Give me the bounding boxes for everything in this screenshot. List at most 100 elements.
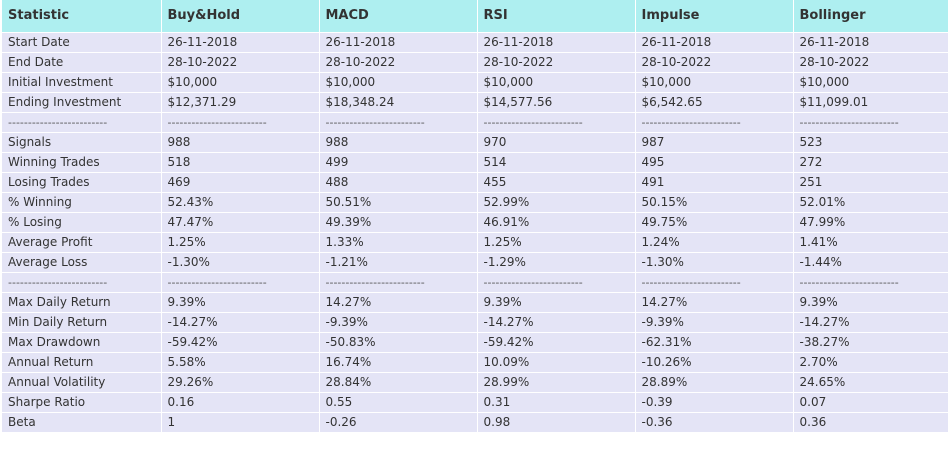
- separator-row: ------------------------- ---------------…: [2, 111, 949, 132]
- table-cell: 52.99%: [477, 191, 636, 212]
- table-cell: -9.39%: [319, 311, 478, 332]
- table-cell: 28-10-2022: [793, 51, 949, 72]
- table-cell: -59.42%: [161, 331, 320, 352]
- table-cell: 514: [477, 151, 636, 172]
- table-cell: -------------------------: [161, 271, 320, 292]
- table-cell: -1.44%: [793, 251, 949, 272]
- table-cell: 9.39%: [477, 291, 636, 312]
- table-cell: 987: [635, 131, 794, 152]
- row-label: Signals: [2, 131, 162, 152]
- row-label: Start Date: [2, 31, 162, 52]
- table-cell: 47.47%: [161, 211, 320, 232]
- table-row: Start Date 26-11-2018 26-11-2018 26-11-2018…: [2, 31, 949, 52]
- table-cell: 1.25%: [161, 231, 320, 252]
- table-cell: -------------------------: [793, 271, 949, 292]
- table-cell: 16.74%: [319, 351, 478, 372]
- table-cell: -14.27%: [793, 311, 949, 332]
- table-cell: $10,000: [319, 71, 478, 92]
- table-cell: $10,000: [793, 71, 949, 92]
- table-cell: 28-10-2022: [161, 51, 320, 72]
- table-cell: 488: [319, 171, 478, 192]
- table-cell: -59.42%: [477, 331, 636, 352]
- table-cell: 499: [319, 151, 478, 172]
- table-row: % Losing 47.47% 49.39% 46.91% 49.75% 47.99%: [2, 211, 949, 232]
- table-cell: 26-11-2018: [793, 31, 949, 52]
- row-label: % Winning: [2, 191, 162, 212]
- table-cell: -0.26: [319, 411, 478, 432]
- table-cell: 28.89%: [635, 371, 794, 392]
- row-label: Annual Volatility: [2, 371, 162, 392]
- table-row: Initial Investment $10,000 $10,000 $10,000 $…: [2, 71, 949, 92]
- table-cell: 0.31: [477, 391, 636, 412]
- table-cell: 970: [477, 131, 636, 152]
- table-cell: 455: [477, 171, 636, 192]
- table-row: Signals 988 988 970 987 523: [2, 131, 949, 152]
- table-cell: 1.25%: [477, 231, 636, 252]
- header-buy-hold: Buy&Hold: [161, 0, 320, 32]
- table-cell: $10,000: [161, 71, 320, 92]
- table-row: Max Daily Return 9.39% 14.27% 9.39% 14.27% 9.…: [2, 291, 949, 312]
- table-cell: -------------------------: [477, 271, 636, 292]
- table-cell: 9.39%: [793, 291, 949, 312]
- row-label: Annual Return: [2, 351, 162, 372]
- table-cell: -1.21%: [319, 251, 478, 272]
- table-cell: 2.70%: [793, 351, 949, 372]
- table-cell: -0.36: [635, 411, 794, 432]
- table-header: Statistic Buy&Hold MACD RSI Impulse Bollinger: [2, 0, 949, 32]
- row-label: Losing Trades: [2, 171, 162, 192]
- table-cell: 0.36: [793, 411, 949, 432]
- table-cell: 0.16: [161, 391, 320, 412]
- table-cell: -1.30%: [635, 251, 794, 272]
- table-cell: 46.91%: [477, 211, 636, 232]
- table-cell: $12,371.29: [161, 91, 320, 112]
- table-cell: 24.65%: [793, 371, 949, 392]
- header-macd: MACD: [319, 0, 478, 32]
- table-cell: 52.43%: [161, 191, 320, 212]
- table-cell: -62.31%: [635, 331, 794, 352]
- table-cell: 9.39%: [161, 291, 320, 312]
- table-cell: 28-10-2022: [477, 51, 636, 72]
- table-cell: 49.75%: [635, 211, 794, 232]
- table-row: Sharpe Ratio 0.16 0.55 0.31 -0.39 0.07: [2, 391, 949, 412]
- row-label: -------------------------: [2, 111, 162, 132]
- row-label: Min Daily Return: [2, 311, 162, 332]
- table-cell: 0.55: [319, 391, 478, 412]
- table-cell: -------------------------: [161, 111, 320, 132]
- table-cell: -------------------------: [319, 111, 478, 132]
- table-cell: 28-10-2022: [635, 51, 794, 72]
- table-cell: 26-11-2018: [161, 31, 320, 52]
- table-cell: $10,000: [477, 71, 636, 92]
- header-bollinger: Bollinger: [793, 0, 949, 32]
- table-row: Min Daily Return -14.27% -9.39% -14.27% -9.3…: [2, 311, 949, 332]
- row-label: Max Drawdown: [2, 331, 162, 352]
- table-cell: 1.24%: [635, 231, 794, 252]
- table-cell: $6,542.65: [635, 91, 794, 112]
- table-cell: 28.84%: [319, 371, 478, 392]
- table-cell: -14.27%: [477, 311, 636, 332]
- table-cell: 14.27%: [319, 291, 478, 312]
- table-cell: -------------------------: [635, 271, 794, 292]
- table-row: Average Loss -1.30% -1.21% -1.29% -1.30% -1.4…: [2, 251, 949, 272]
- table-cell: 1: [161, 411, 320, 432]
- table-row: End Date 28-10-2022 28-10-2022 28-10-2022 28…: [2, 51, 949, 72]
- table-cell: 523: [793, 131, 949, 152]
- table-cell: -------------------------: [793, 111, 949, 132]
- table-cell: -------------------------: [477, 111, 636, 132]
- table-cell: 5.58%: [161, 351, 320, 372]
- separator-row: ------------------------- ---------------…: [2, 271, 949, 292]
- table-cell: -9.39%: [635, 311, 794, 332]
- row-label: Initial Investment: [2, 71, 162, 92]
- table-cell: 49.39%: [319, 211, 478, 232]
- table-cell: 26-11-2018: [477, 31, 636, 52]
- table-cell: 1.41%: [793, 231, 949, 252]
- table-cell: -38.27%: [793, 331, 949, 352]
- table-row: Winning Trades 518 499 514 495 272: [2, 151, 949, 172]
- table-cell: 50.51%: [319, 191, 478, 212]
- table-cell: 28-10-2022: [319, 51, 478, 72]
- table-cell: 26-11-2018: [319, 31, 478, 52]
- row-label: Ending Investment: [2, 91, 162, 112]
- table-cell: -50.83%: [319, 331, 478, 352]
- table-cell: 14.27%: [635, 291, 794, 312]
- row-label: Winning Trades: [2, 151, 162, 172]
- table-cell: 29.26%: [161, 371, 320, 392]
